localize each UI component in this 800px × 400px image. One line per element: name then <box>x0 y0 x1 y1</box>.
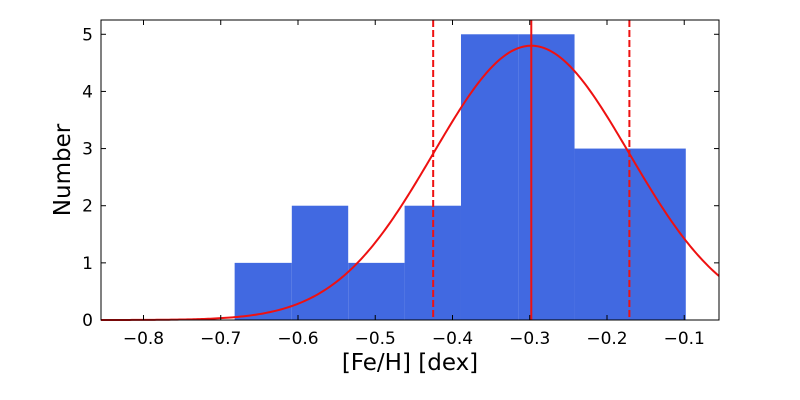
x-tick-label-0: −0.8 <box>123 329 164 349</box>
y-tick-label-3: 3 <box>82 140 93 160</box>
histogram-bar-0 <box>234 262 292 320</box>
y-tick-label-5: 5 <box>82 25 93 45</box>
x-tick-label-1: −0.7 <box>200 329 241 349</box>
gaussian-fit-curve <box>101 44 720 321</box>
plot-frame <box>100 19 720 321</box>
vertical-reference-lines <box>432 20 631 320</box>
y-tick-label-4: 4 <box>82 82 93 102</box>
y-axis-label: Number <box>50 123 76 216</box>
y-axis-ticks: 0 1 2 3 4 5 <box>82 25 719 331</box>
x-axis-label: [Fe/H] [dex] <box>342 350 478 376</box>
x-tick-label-2: −0.6 <box>277 329 318 349</box>
x-tick-label-7: −0.1 <box>664 329 705 349</box>
histogram-bar-2 <box>348 262 405 320</box>
histogram-bar-5 <box>518 34 575 321</box>
y-tick-label-0: 0 <box>82 311 93 331</box>
y-tick-label-2: 2 <box>82 197 93 217</box>
x-tick-label-3: −0.5 <box>355 329 396 349</box>
y-tick-label-1: 1 <box>82 254 93 274</box>
x-tick-label-4: −0.4 <box>432 329 473 349</box>
histogram-bar-1 <box>291 205 349 320</box>
x-tick-label-6: −0.2 <box>586 329 627 349</box>
histogram-bars <box>234 34 686 321</box>
histogram-bar-4 <box>460 34 519 321</box>
x-axis-ticks: −0.8 −0.7 −0.6 −0.5 −0.4 −0.3 −0.2 −0.1 <box>123 20 705 349</box>
x-tick-label-5: −0.3 <box>509 329 550 349</box>
